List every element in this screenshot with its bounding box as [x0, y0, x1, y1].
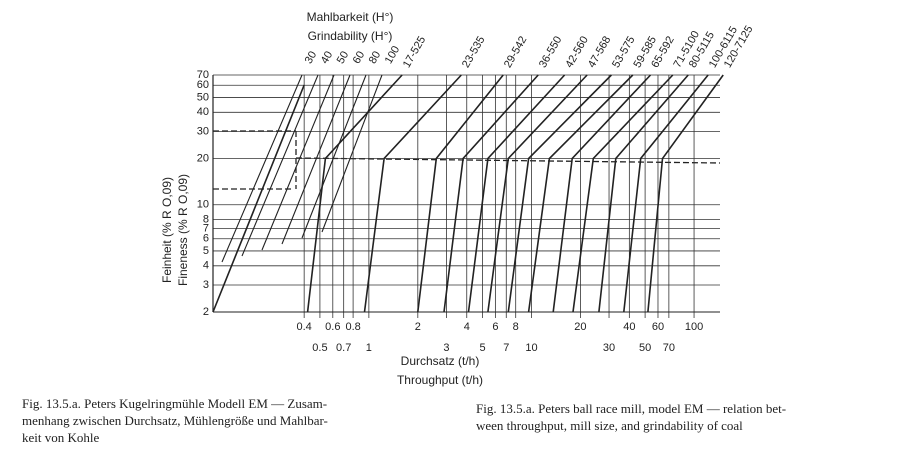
caption-line: Fig. 13.5.a. Peters Kugelringmühle Model… — [22, 396, 327, 411]
series-line — [572, 74, 674, 313]
x-tick-label: 0.5 — [312, 342, 327, 354]
y-tick-label: 10 — [197, 199, 209, 211]
y-tick-label: 40 — [197, 106, 209, 118]
series-line — [623, 74, 709, 313]
x-tick-label: 3 — [443, 342, 449, 354]
x-tick-label: 50 — [639, 342, 651, 354]
series-line — [647, 74, 724, 313]
grindability-label: 60 — [351, 49, 368, 66]
grindability-line — [221, 74, 303, 263]
x-tick-label: 7 — [503, 342, 509, 354]
y-tick-label: 30 — [197, 125, 209, 137]
x-axis-label: Durchsatz (t/h) — [401, 354, 480, 368]
x-tick-label: 30 — [603, 342, 615, 354]
grindability-label: 80 — [367, 49, 384, 66]
chart-subtitle: Grindability (H°) — [308, 29, 393, 43]
x-tick-label: 100 — [685, 321, 703, 333]
x-tick-label: 10 — [525, 342, 537, 354]
series-label: 23-535 — [460, 34, 488, 70]
x-tick-label: 0.8 — [345, 321, 360, 333]
series-line — [443, 74, 539, 313]
grindability-line — [321, 74, 383, 233]
y-tick-label: 20 — [197, 152, 209, 164]
x-tick-label: 4 — [464, 321, 470, 333]
x-tick-label: 2 — [415, 321, 421, 333]
grindability-line — [301, 74, 367, 239]
series-line — [507, 74, 612, 313]
grindability-line — [281, 74, 351, 245]
x-axis-label: Throughput (t/h) — [397, 373, 483, 387]
x-tick-label: 60 — [652, 321, 664, 333]
grindability-label: 100 — [383, 44, 403, 66]
series-line — [487, 74, 588, 313]
x-tick-label: 40 — [623, 321, 635, 333]
x-tick-label: 0.4 — [297, 321, 312, 333]
series-line — [306, 74, 403, 313]
y-tick-label: 3 — [203, 279, 209, 291]
y-tick-label: 7 — [203, 222, 209, 234]
grindability-label: 40 — [319, 49, 336, 66]
series-line — [467, 74, 566, 313]
x-tick-label: 0.6 — [325, 321, 340, 333]
y-tick-label: 6 — [203, 233, 209, 245]
series-line — [417, 74, 504, 313]
y-tick-label: 2 — [203, 306, 209, 318]
caption-line: Fig. 13.5.a. Peters ball race mill, mode… — [476, 401, 786, 416]
x-tick-label: 5 — [479, 342, 485, 354]
y-axis-label: Feinheit (% R O,09) — [160, 177, 174, 283]
series-line — [598, 74, 689, 313]
y-tick-label: 50 — [197, 91, 209, 103]
series-line — [363, 74, 462, 313]
x-tick-label: 70 — [663, 342, 675, 354]
x-tick-label: 20 — [574, 321, 586, 333]
x-tick-label: 1 — [366, 342, 372, 354]
grindability-line — [241, 74, 319, 257]
y-axis-label: Fineness (% R O,09) — [176, 174, 190, 286]
y-tick-label: 8 — [203, 213, 209, 225]
series-line — [552, 74, 652, 313]
caption-line: menhang zwischen Durchsatz, Mühlengröße … — [22, 413, 328, 428]
y-tick-label: 4 — [203, 260, 209, 272]
series-label: 29-542 — [502, 34, 530, 70]
grindability-line — [261, 74, 335, 251]
y-tick-label: 5 — [203, 245, 209, 257]
series-label: 36-550 — [537, 34, 565, 70]
y-tick-label: 60 — [197, 79, 209, 91]
series-label: 17-525 — [401, 34, 429, 70]
x-tick-label: 0.7 — [336, 342, 351, 354]
x-tick-label: 6 — [492, 321, 498, 333]
y-tick-label: 70 — [197, 69, 209, 81]
x-tick-label: 8 — [513, 321, 519, 333]
chart-title: Mahlbarkeit (H°) — [307, 10, 394, 24]
caption-line: keit von Kohle — [22, 430, 99, 445]
caption-line: ween throughput, mill size, and grindabi… — [476, 418, 743, 433]
grindability-label: 30 — [303, 49, 320, 66]
grindability-label: 50 — [335, 49, 352, 66]
diagonal-line — [212, 84, 305, 313]
series-line — [527, 74, 634, 313]
